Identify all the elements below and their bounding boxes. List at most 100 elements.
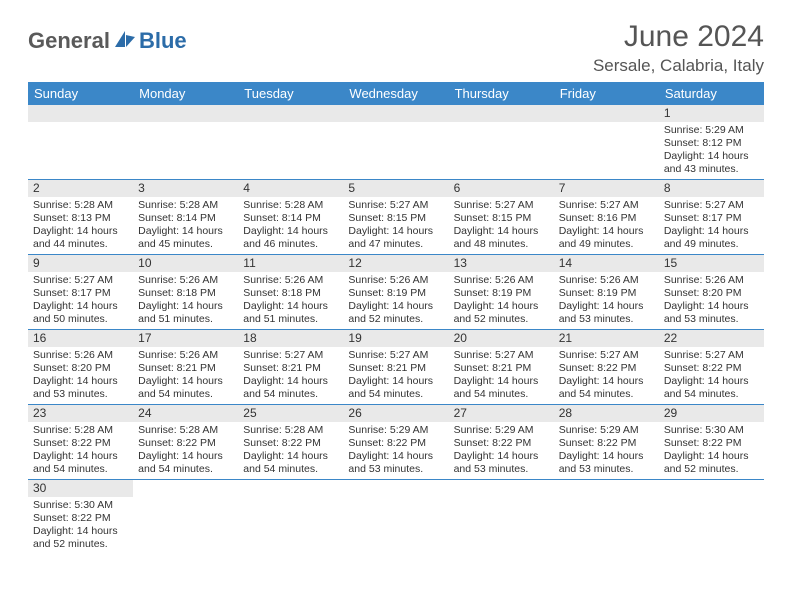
- calendar-day-cell: [133, 105, 238, 180]
- day-details: [28, 122, 133, 170]
- day-number: 10: [133, 255, 238, 272]
- day-number: 21: [554, 330, 659, 347]
- weekday-header: Sunday: [28, 82, 133, 105]
- sunrise-line: Sunrise: 5:26 AM: [138, 274, 233, 287]
- daylight-line-2: and 54 minutes.: [138, 463, 233, 476]
- calendar-day-cell: 11Sunrise: 5:26 AMSunset: 8:18 PMDayligh…: [238, 255, 343, 330]
- sunrise-line: Sunrise: 5:30 AM: [664, 424, 759, 437]
- sunset-line: Sunset: 8:15 PM: [348, 212, 443, 225]
- sunset-line: Sunset: 8:14 PM: [138, 212, 233, 225]
- calendar-day-cell: [659, 480, 764, 555]
- daylight-line: Daylight: 14 hours: [33, 450, 128, 463]
- daylight-line: Daylight: 14 hours: [138, 375, 233, 388]
- daylight-line-2: and 51 minutes.: [243, 313, 338, 326]
- day-details: [343, 480, 448, 528]
- daylight-line-2: and 53 minutes.: [559, 463, 654, 476]
- day-details: Sunrise: 5:27 AMSunset: 8:15 PMDaylight:…: [449, 197, 554, 254]
- daylight-line-2: and 50 minutes.: [33, 313, 128, 326]
- calendar-day-cell: 25Sunrise: 5:28 AMSunset: 8:22 PMDayligh…: [238, 405, 343, 480]
- calendar-day-cell: [343, 105, 448, 180]
- calendar-day-cell: 18Sunrise: 5:27 AMSunset: 8:21 PMDayligh…: [238, 330, 343, 405]
- day-details: Sunrise: 5:26 AMSunset: 8:18 PMDaylight:…: [133, 272, 238, 329]
- day-number: 12: [343, 255, 448, 272]
- calendar-day-cell: [449, 480, 554, 555]
- calendar-day-cell: [554, 105, 659, 180]
- day-details: Sunrise: 5:26 AMSunset: 8:21 PMDaylight:…: [133, 347, 238, 404]
- daylight-line: Daylight: 14 hours: [33, 375, 128, 388]
- sunset-line: Sunset: 8:22 PM: [664, 362, 759, 375]
- calendar-day-cell: 15Sunrise: 5:26 AMSunset: 8:20 PMDayligh…: [659, 255, 764, 330]
- calendar-day-cell: 24Sunrise: 5:28 AMSunset: 8:22 PMDayligh…: [133, 405, 238, 480]
- day-number: 3: [133, 180, 238, 197]
- sunrise-line: Sunrise: 5:27 AM: [348, 199, 443, 212]
- daylight-line-2: and 48 minutes.: [454, 238, 549, 251]
- day-number: 18: [238, 330, 343, 347]
- calendar-day-cell: 4Sunrise: 5:28 AMSunset: 8:14 PMDaylight…: [238, 180, 343, 255]
- daylight-line-2: and 52 minutes.: [33, 538, 128, 551]
- day-number: [28, 105, 133, 122]
- sunset-line: Sunset: 8:21 PM: [454, 362, 549, 375]
- daylight-line: Daylight: 14 hours: [348, 225, 443, 238]
- day-number: 30: [28, 480, 133, 497]
- sunset-line: Sunset: 8:19 PM: [348, 287, 443, 300]
- day-details: [133, 122, 238, 170]
- day-details: Sunrise: 5:28 AMSunset: 8:14 PMDaylight:…: [133, 197, 238, 254]
- calendar-day-cell: 22Sunrise: 5:27 AMSunset: 8:22 PMDayligh…: [659, 330, 764, 405]
- sunrise-line: Sunrise: 5:26 AM: [664, 274, 759, 287]
- daylight-line-2: and 43 minutes.: [664, 163, 759, 176]
- sunrise-line: Sunrise: 5:28 AM: [243, 424, 338, 437]
- daylight-line-2: and 54 minutes.: [664, 388, 759, 401]
- calendar-day-cell: 26Sunrise: 5:29 AMSunset: 8:22 PMDayligh…: [343, 405, 448, 480]
- day-details: [133, 480, 238, 528]
- calendar-day-cell: 21Sunrise: 5:27 AMSunset: 8:22 PMDayligh…: [554, 330, 659, 405]
- day-number: 7: [554, 180, 659, 197]
- daylight-line-2: and 49 minutes.: [559, 238, 654, 251]
- sunset-line: Sunset: 8:13 PM: [33, 212, 128, 225]
- sunrise-line: Sunrise: 5:26 AM: [559, 274, 654, 287]
- location-label: Sersale, Calabria, Italy: [593, 56, 764, 76]
- day-number: 5: [343, 180, 448, 197]
- day-details: Sunrise: 5:26 AMSunset: 8:18 PMDaylight:…: [238, 272, 343, 329]
- calendar-day-cell: 17Sunrise: 5:26 AMSunset: 8:21 PMDayligh…: [133, 330, 238, 405]
- calendar-day-cell: 20Sunrise: 5:27 AMSunset: 8:21 PMDayligh…: [449, 330, 554, 405]
- daylight-line: Daylight: 14 hours: [243, 300, 338, 313]
- daylight-line: Daylight: 14 hours: [138, 225, 233, 238]
- daylight-line-2: and 53 minutes.: [559, 313, 654, 326]
- day-number: 8: [659, 180, 764, 197]
- sunrise-line: Sunrise: 5:29 AM: [559, 424, 654, 437]
- header: General Blue June 2024 Sersale, Calabria…: [28, 20, 764, 76]
- weekday-header: Friday: [554, 82, 659, 105]
- calendar-week-row: 30Sunrise: 5:30 AMSunset: 8:22 PMDayligh…: [28, 480, 764, 555]
- sunset-line: Sunset: 8:15 PM: [454, 212, 549, 225]
- brand-sail-icon: [114, 29, 136, 54]
- daylight-line: Daylight: 14 hours: [664, 150, 759, 163]
- day-details: [659, 480, 764, 528]
- weekday-row: Sunday Monday Tuesday Wednesday Thursday…: [28, 82, 764, 105]
- day-details: Sunrise: 5:27 AMSunset: 8:21 PMDaylight:…: [449, 347, 554, 404]
- calendar-day-cell: 27Sunrise: 5:29 AMSunset: 8:22 PMDayligh…: [449, 405, 554, 480]
- daylight-line-2: and 54 minutes.: [348, 388, 443, 401]
- daylight-line: Daylight: 14 hours: [243, 225, 338, 238]
- sunset-line: Sunset: 8:20 PM: [33, 362, 128, 375]
- day-details: [449, 122, 554, 170]
- day-number: 9: [28, 255, 133, 272]
- day-details: Sunrise: 5:26 AMSunset: 8:19 PMDaylight:…: [343, 272, 448, 329]
- daylight-line-2: and 53 minutes.: [33, 388, 128, 401]
- daylight-line: Daylight: 14 hours: [664, 450, 759, 463]
- daylight-line-2: and 47 minutes.: [348, 238, 443, 251]
- day-number: 28: [554, 405, 659, 422]
- sunset-line: Sunset: 8:12 PM: [664, 137, 759, 150]
- sunset-line: Sunset: 8:22 PM: [559, 362, 654, 375]
- daylight-line: Daylight: 14 hours: [454, 300, 549, 313]
- sunrise-line: Sunrise: 5:29 AM: [664, 124, 759, 137]
- sunrise-line: Sunrise: 5:29 AM: [454, 424, 549, 437]
- day-details: Sunrise: 5:27 AMSunset: 8:15 PMDaylight:…: [343, 197, 448, 254]
- daylight-line: Daylight: 14 hours: [348, 300, 443, 313]
- daylight-line: Daylight: 14 hours: [348, 450, 443, 463]
- daylight-line-2: and 54 minutes.: [33, 463, 128, 476]
- calendar-day-cell: [554, 480, 659, 555]
- sunrise-line: Sunrise: 5:28 AM: [243, 199, 338, 212]
- daylight-line-2: and 45 minutes.: [138, 238, 233, 251]
- day-details: Sunrise: 5:27 AMSunset: 8:17 PMDaylight:…: [28, 272, 133, 329]
- calendar-week-row: 16Sunrise: 5:26 AMSunset: 8:20 PMDayligh…: [28, 330, 764, 405]
